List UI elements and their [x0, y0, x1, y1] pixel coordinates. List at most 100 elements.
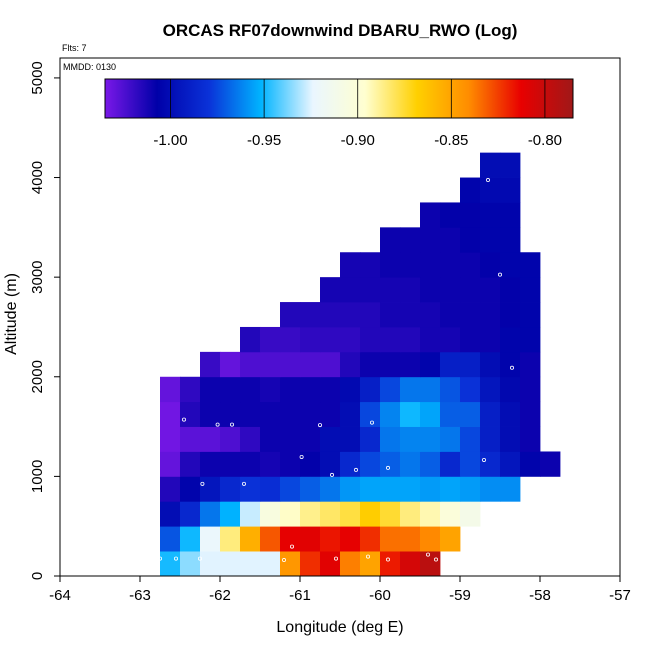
heatmap-cell: [320, 401, 341, 427]
heatmap-cell: [180, 526, 201, 552]
heatmap-cell: [380, 302, 401, 328]
heatmap-cell: [360, 252, 381, 278]
heatmap-cell: [220, 426, 241, 452]
heatmap-cell: [480, 152, 501, 178]
heatmap-cell: [360, 376, 381, 403]
heatmap-cell: [400, 451, 421, 477]
heatmap-cell: [460, 501, 481, 527]
heatmap-cell: [300, 326, 321, 353]
heatmap-cell: [440, 302, 461, 328]
heatmap-cell: [240, 551, 261, 577]
heatmap-cell: [260, 501, 281, 527]
x-tick-label: -57: [609, 587, 631, 604]
heatmap-cell: [520, 351, 541, 378]
heatmap-cell: [380, 551, 401, 577]
heatmap-cell: [440, 476, 461, 502]
sample-point: [385, 557, 390, 562]
heatmap-cell: [480, 426, 501, 452]
heatmap-cell: [160, 376, 181, 403]
colorbar-ticks: -1.00 -0.95 -0.90 -0.85 -0.80: [153, 79, 562, 149]
heatmap-cell: [220, 376, 241, 403]
heatmap-cell: [460, 451, 481, 477]
heatmap-cell: [180, 376, 201, 403]
heatmap-cell: [240, 451, 261, 477]
heatmap-cell: [300, 476, 321, 502]
y-tick-label: 4000: [29, 161, 46, 194]
heatmap-cell: [460, 302, 481, 328]
heatmap-cell: [400, 351, 421, 378]
heatmap-cell: [520, 277, 541, 303]
heatmap-cell: [260, 526, 281, 552]
heatmap-cell: [280, 302, 301, 328]
heatmap-cell: [200, 476, 221, 502]
heatmap-cell: [500, 177, 521, 203]
x-tick-label: -59: [449, 587, 471, 604]
heatmap-cell: [500, 326, 521, 353]
colorbar: [104, 78, 574, 119]
heatmap-cell: [340, 302, 361, 328]
heatmap-cell: [460, 202, 481, 228]
heatmap-cell: [280, 351, 301, 378]
heatmap-cell: [380, 501, 401, 527]
sample-point: [317, 423, 322, 428]
heatmap-cell: [440, 426, 461, 452]
y-axis-label: Altitude (m): [3, 273, 20, 355]
heatmap-cell: [220, 351, 241, 378]
heatmap-cell: [500, 227, 521, 253]
heatmap-cell: [440, 401, 461, 427]
heatmap-cell: [440, 227, 461, 253]
y-tick-label: 1000: [29, 460, 46, 493]
heatmap-cell: [420, 252, 441, 278]
heatmap-cell: [360, 401, 381, 427]
heatmap-cell: [280, 376, 301, 403]
date-label: MMDD: 0130: [63, 62, 116, 72]
sample-point: [157, 556, 162, 561]
heatmap-cell: [260, 401, 281, 427]
heatmap-cell: [160, 551, 181, 577]
heatmap-cell: [540, 451, 561, 477]
heatmap-cell: [400, 227, 421, 253]
heatmap-cell: [160, 501, 181, 527]
heatmap-cell: [520, 252, 541, 278]
heatmap-cell: [200, 551, 221, 577]
heatmap-cell: [440, 252, 461, 278]
heatmap-cell: [460, 351, 481, 378]
heatmap-cell: [220, 401, 241, 427]
heatmap-cell: [180, 551, 201, 577]
heatmap-cell: [380, 326, 401, 353]
heatmap-cell: [400, 302, 421, 328]
heatmap-cell: [500, 376, 521, 403]
heatmap-cell: [320, 451, 341, 477]
sample-point: [365, 554, 370, 559]
heatmap-cell: [420, 202, 441, 228]
heatmap-cell: [380, 476, 401, 502]
sample-point: [369, 420, 374, 425]
heatmap-cell: [380, 376, 401, 403]
heatmap-cell: [460, 401, 481, 427]
heatmap-cell: [500, 252, 521, 278]
x-tick-label: -58: [529, 587, 551, 604]
sample-point: [241, 481, 246, 486]
heatmap-cell: [280, 501, 301, 527]
heatmap-cell: [500, 426, 521, 452]
heatmap-cell: [200, 501, 221, 527]
heatmap-cell: [340, 526, 361, 552]
heatmap-cell: [520, 401, 541, 427]
heatmap-cell: [500, 451, 521, 477]
heatmap-cell: [260, 376, 281, 403]
x-tick-label: -61: [289, 587, 311, 604]
heatmap-cell: [460, 476, 481, 502]
heatmap-cell: [180, 476, 201, 502]
heatmap-cell: [420, 227, 441, 253]
heatmap-cell: [160, 451, 181, 477]
heatmap-cell: [280, 551, 301, 577]
heatmap-cell: [400, 401, 421, 427]
heatmap-cell: [300, 551, 321, 577]
heatmap-cell: [420, 451, 441, 477]
heatmap-cell: [500, 302, 521, 328]
heatmap-cell: [440, 351, 461, 378]
x-tick-label: -64: [49, 587, 71, 604]
heatmap-cell: [480, 202, 501, 228]
x-axis: -64 -63 -62 -61 -60 -59 -58 -57: [49, 576, 631, 604]
colorbar-tick-label: -0.80: [528, 132, 562, 149]
